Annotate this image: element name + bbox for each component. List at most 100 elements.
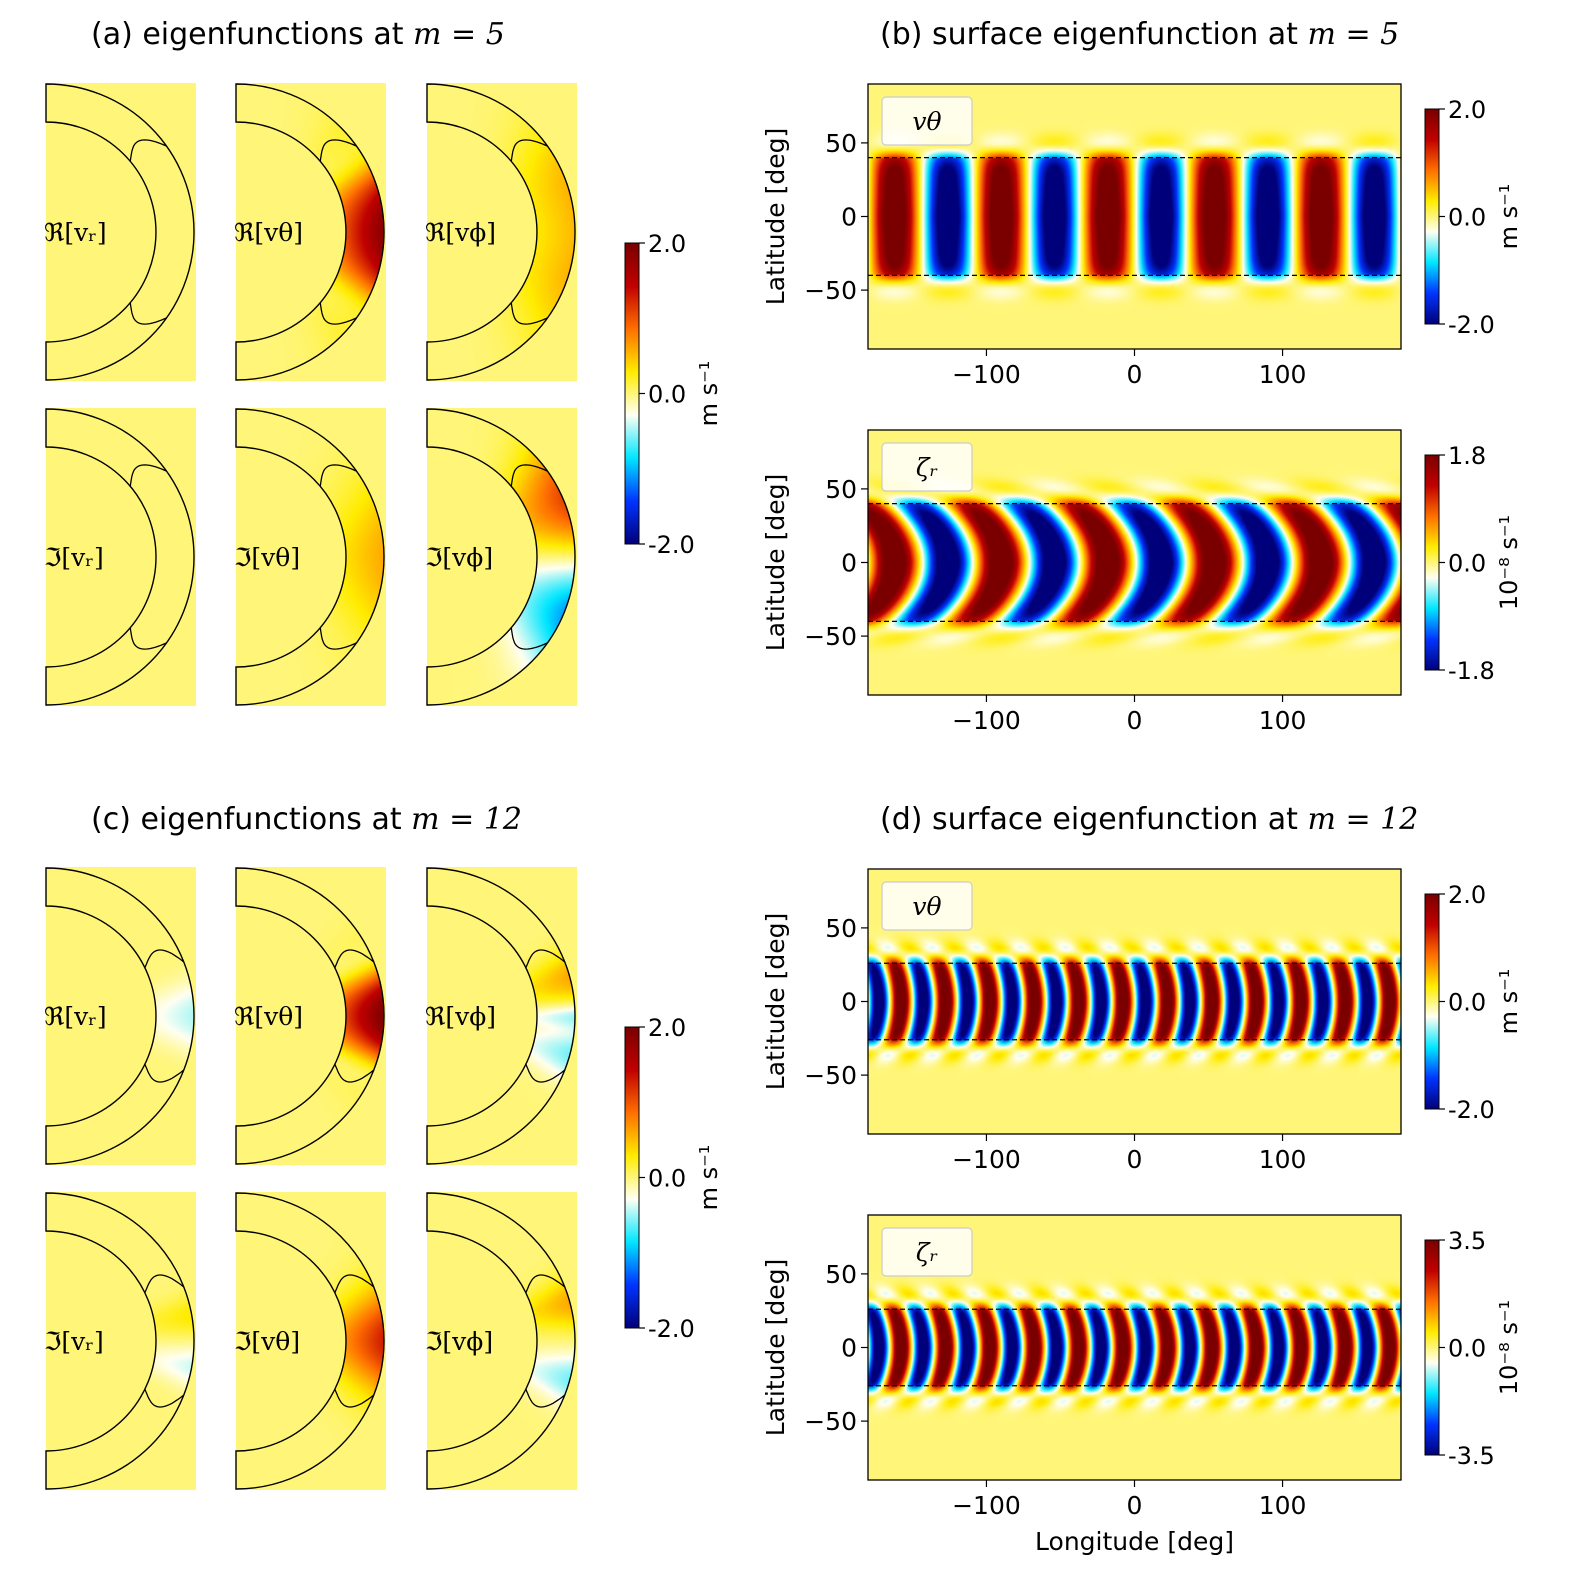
panel-a-colorbar [624,242,640,545]
panel-b-bottom-colorbar [1424,454,1440,671]
panel-d-bottom-ytick-label: 50 [825,1260,857,1289]
panel-c-slice-outline [45,1192,195,1490]
panel-c-slice: ℑ[vϕ] [425,1192,577,1490]
panel-b-top-xtick-label: 100 [1259,360,1307,389]
panel-c-slice: ℜ[vᵣ] [44,867,196,1165]
panel-c-critical-latitude-curve [525,1388,566,1408]
panel-a-slice: ℑ[vθ] [234,408,386,706]
panel-d-bottom-colorbar-tick-label: 3.5 [1448,1227,1486,1255]
panel-a-critical-latitude-curve [319,139,357,162]
panel-c-colorbar-unit: m s⁻¹ [695,1145,723,1211]
panel-b-bottom-xtick-label: −100 [952,706,1021,735]
panel-b-top-legend [881,96,973,146]
panel-a-slice: ℑ[vᵣ] [44,408,196,706]
panel-c-critical-latitude-curve [334,949,375,969]
panel-c-meridional-slices: ℜ[vᵣ] ℜ[vθ] ℜ[vϕ] ℑ[vᵣ] ℑ[vθ] ℑ[vϕ] 2.0 0.0 -2.0… [44,867,723,1490]
panel-b-top-colorbar-unit: m s⁻¹ [1495,184,1523,250]
panel-a-slice-outline [45,83,195,381]
panel-c-colorbar-tick-label: -2.0 [648,1315,695,1343]
panel-b-top-colorbar-tick-label: 2.0 [1448,96,1486,124]
panel-c-slice: ℜ[vθ] [234,867,386,1165]
panel-a-critical-latitude-curve [510,139,548,162]
panel-b-bottom-colorbar-tick-label: 1.8 [1448,442,1486,470]
panel-a-colorbar-unit: m s⁻¹ [695,361,723,427]
panel-b-bottom-colorbar-unit: 10⁻⁸ s⁻¹ [1495,515,1523,610]
panel-c-critical-latitude-curve [334,1274,375,1294]
panel-d-top-colorbar [1424,893,1440,1110]
panel-c-critical-latitude-curve [334,1063,375,1083]
panel-d-bottom-xtick-label: 100 [1259,1491,1307,1520]
panel-c-critical-latitude-curve [334,1388,375,1408]
panel-a-critical-latitude-curve [510,627,548,650]
panel-a-component-label: ℑ[vθ] [234,543,300,572]
panel-d-top-ytick-label: −50 [804,1061,857,1090]
panel-b-bottom-ytick-label: 0 [841,549,857,578]
panel-c-slice-outline [45,867,195,1165]
panel-d-top-colorbar-tick-label: 0.0 [1448,989,1486,1017]
panel-a-slice: ℑ[vϕ] [425,408,577,706]
panel-b-surface-maps: vθ −100 0 100 50 0 −50 Latitude [deg] 2.0 0.0 -2.0… [761,83,1523,735]
panel-a-colorbar-tick-label: 0.0 [648,381,686,409]
panel-d-bottom-ytick-label: −50 [804,1407,857,1436]
panel-d-bottom-legend [881,1227,973,1277]
panel-c-slice-field [236,1192,386,1490]
panel-b-title: (b) surface eigenfunction at m = 5 [880,17,1399,52]
panel-b-top-ytick-label: 0 [841,203,857,232]
panel-c-component-label: ℑ[vθ] [234,1327,300,1356]
panel-b-top-xtick-label: −100 [952,360,1021,389]
panel-a-critical-latitude-curve [129,139,167,162]
panel-c-slice: ℑ[vθ] [234,1192,386,1490]
panel-b-bottom-xtick-label: 0 [1127,706,1143,735]
panel-a-slice-field [236,408,386,706]
panel-b-top-colorbar-tick-label: -2.0 [1448,311,1495,339]
panel-d-bottom-legend-label: ζᵣ [916,1238,939,1267]
panel-c-slice: ℑ[vᵣ] [44,1192,196,1490]
panel-b-bottom-xtick-label: 100 [1259,706,1307,735]
panel-c-critical-latitude-curve [525,949,566,969]
panel-b-top-colorbar-tick-label: 0.0 [1448,204,1486,232]
panel-a-component-label: ℜ[vϕ] [425,218,496,247]
panel-a-critical-latitude-curve [319,302,357,325]
panel-a-slice-outline [235,408,385,706]
panel-a-colorbar-tick-label: -2.0 [648,531,695,559]
panel-d-top-plot: vθ −100 0 100 50 0 −50 Latitude [deg] [761,868,1402,1174]
panel-d-bottom-xtick-label: 0 [1127,1491,1143,1520]
panel-b-bottom-colorbar-tick-label: -1.8 [1448,657,1495,685]
panel-c-critical-latitude-curve [144,1063,185,1083]
panel-c-slice-outline [426,867,576,1165]
panel-c-slice-outline [235,867,385,1165]
panel-a-critical-latitude-curve [510,464,548,487]
panel-a-slice: ℜ[vϕ] [425,83,577,381]
panel-d-top-ylabel: Latitude [deg] [761,913,790,1090]
panel-c-slice-field [46,1192,196,1490]
panel-c-critical-latitude-curve [525,1063,566,1083]
panel-a-critical-latitude-curve [129,464,167,487]
panel-c-title: (c) eigenfunctions at m = 12 [91,802,522,837]
panel-a-component-label: ℜ[vθ] [234,218,303,247]
panel-c-component-label: ℑ[vᵣ] [44,1327,104,1356]
panel-a-slice-field [46,83,196,381]
panel-d-bottom-colorbar-tick-label: 0.0 [1448,1335,1486,1363]
panel-a-component-label: ℑ[vᵣ] [44,543,104,572]
panel-c-slice-field [427,1192,577,1490]
panel-c-slice-outline [235,1192,385,1490]
panel-b-bottom-ytick-label: 50 [825,475,857,504]
panel-a-slice-field [427,83,577,381]
panel-d-top-ytick-label: 0 [841,988,857,1017]
panel-a-slice: ℜ[vθ] [234,83,386,381]
panel-c-critical-latitude-curve [144,949,185,969]
panel-c-critical-latitude-curve [144,1274,185,1294]
panel-a-critical-latitude-curve [510,302,548,325]
panel-a-meridional-slices: ℜ[vᵣ] ℜ[vθ] ℜ[vϕ] ℑ[vᵣ] ℑ[vθ] ℑ[vϕ] 2.0 0.0 -2.0… [44,83,723,706]
panel-b-bottom-legend [881,442,973,492]
panel-a-critical-latitude-curve [129,302,167,325]
panel-c-slice-field [427,867,577,1165]
panel-b-top-ylabel: Latitude [deg] [761,128,790,305]
panel-c-component-label: ℑ[vϕ] [425,1327,493,1356]
panel-d-bottom-plot: ζᵣ −100 0 100 50 0 −50 Latitude [deg] Longitude … [761,1214,1402,1556]
panel-a-critical-latitude-curve [129,627,167,650]
panel-d-top-colorbar-unit: m s⁻¹ [1495,969,1523,1035]
panel-a-slice: ℜ[vᵣ] [44,83,196,381]
panel-d-bottom-colorbar-unit: 10⁻⁸ s⁻¹ [1495,1300,1523,1395]
